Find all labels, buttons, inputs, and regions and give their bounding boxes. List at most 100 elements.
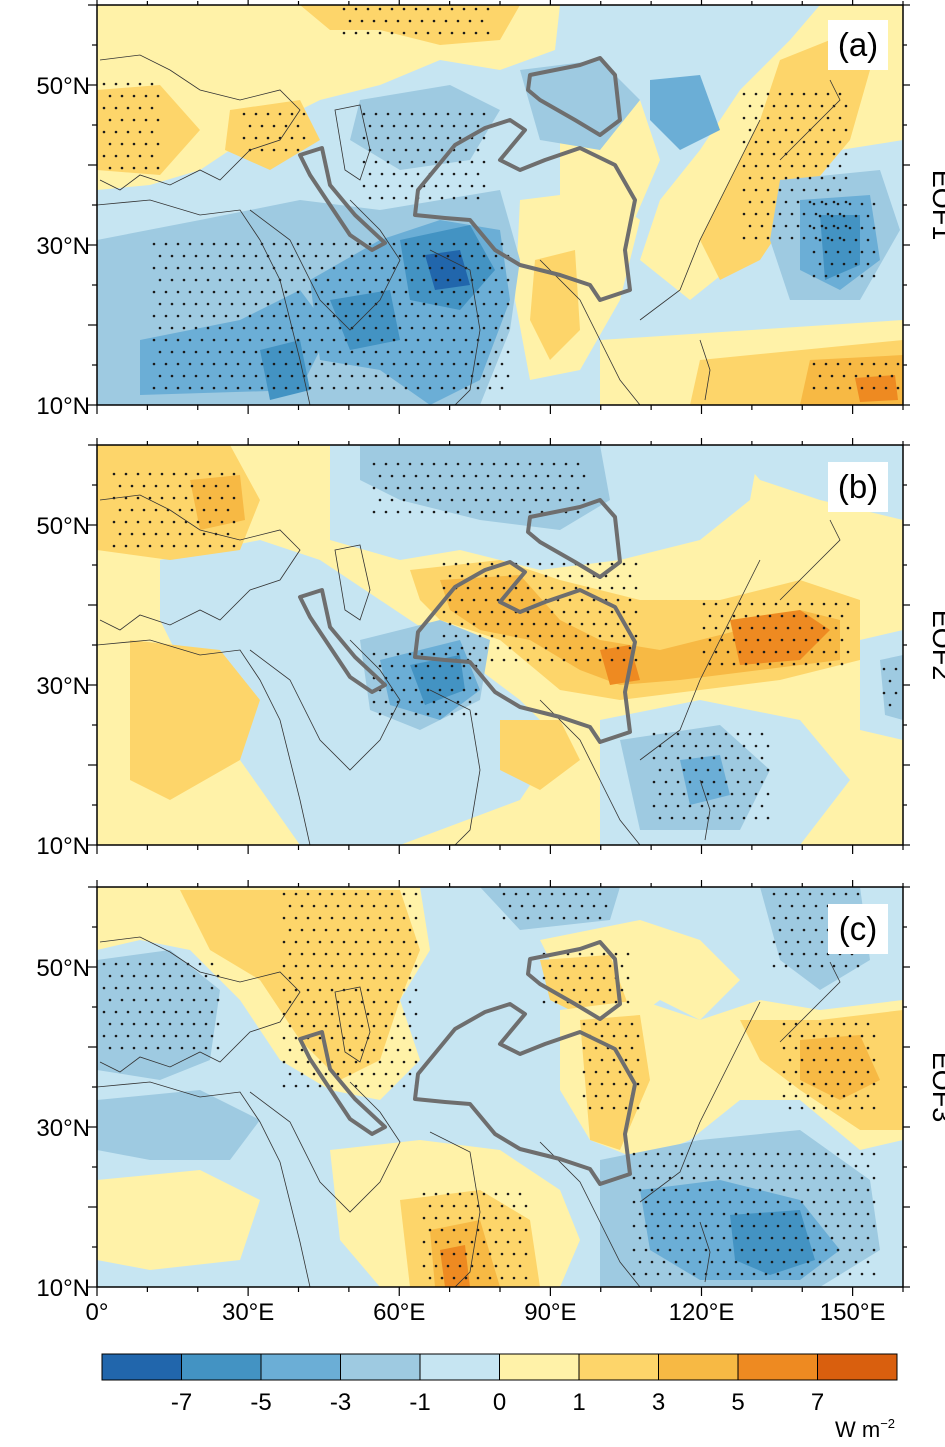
stipple-dot	[444, 462, 448, 466]
stipple-dot	[580, 646, 584, 650]
stipple-dot	[728, 1200, 732, 1204]
stipple-dot	[826, 116, 830, 120]
stipple-dot	[808, 964, 812, 968]
stipple-dot	[266, 374, 270, 378]
stipple-dot	[638, 1188, 642, 1192]
stipple-dot	[508, 646, 512, 650]
stipple-dot	[542, 1000, 546, 1004]
stipple-dot	[724, 732, 728, 736]
stipple-dot	[124, 520, 128, 524]
stipple-dot	[760, 128, 764, 132]
stipple-dot	[866, 1236, 870, 1240]
stipple-dot	[410, 278, 414, 282]
stipple-dot	[452, 266, 456, 270]
stipple-dot	[194, 278, 198, 282]
stipple-dot	[454, 634, 458, 638]
stipple-dot	[772, 104, 776, 108]
stipple-dot	[842, 1070, 846, 1074]
stipple-dot	[254, 302, 258, 306]
stipple-dot	[462, 688, 466, 692]
stipple-dot	[518, 1240, 522, 1244]
stipple-dot	[470, 1240, 474, 1244]
stipple-dot	[782, 1260, 786, 1264]
stipple-dot	[594, 1070, 598, 1074]
stipple-dot	[126, 962, 130, 966]
stipple-dot	[732, 614, 736, 618]
stipple-dot	[446, 302, 450, 306]
cool-region	[480, 887, 620, 930]
stipple-dot	[384, 462, 388, 466]
stipple-dot	[792, 638, 796, 642]
stipple-dot	[694, 768, 698, 772]
stipple-dot	[860, 1176, 864, 1180]
stipple-dot	[464, 1228, 468, 1232]
stipple-dot	[494, 374, 498, 378]
stipple-dot	[384, 1024, 388, 1028]
stipple-dot	[758, 1236, 762, 1240]
stipple-dot	[872, 1224, 876, 1228]
stipple-dot	[282, 892, 286, 896]
stipple-dot	[420, 652, 424, 656]
stipple-group	[342, 7, 490, 35]
stipple-dot	[224, 362, 228, 366]
stipple-dot	[272, 314, 276, 318]
stipple-dot	[152, 242, 156, 246]
stipple-dot	[372, 652, 376, 656]
stipple-dot	[890, 374, 894, 378]
stipple-dot	[360, 976, 364, 980]
stipple-dot	[746, 1212, 750, 1216]
stipple-dot	[296, 362, 300, 366]
stipple-dot	[758, 1260, 762, 1264]
stipple-dot	[644, 1152, 648, 1156]
stipple-dot	[408, 904, 412, 908]
stipple-dot	[636, 1106, 640, 1110]
stipple-dot	[236, 290, 240, 294]
stipple-dot	[628, 646, 632, 650]
stipple-dot	[692, 1152, 696, 1156]
stipple-dot	[664, 756, 668, 760]
stipple-dot	[500, 1204, 504, 1208]
stipple-dot	[402, 964, 406, 968]
stipple-dot	[196, 472, 200, 476]
stipple-dot	[848, 274, 852, 278]
stipple-dot	[824, 250, 828, 254]
stipple-dot	[540, 462, 544, 466]
stipple-dot	[260, 338, 264, 342]
stipple-dot	[318, 988, 322, 992]
stipple-dot	[132, 142, 136, 146]
stipple-dot	[740, 1176, 744, 1180]
stipple-dot	[130, 532, 134, 536]
stipple-dot	[372, 976, 376, 980]
stipple-dot	[716, 1248, 720, 1252]
stipple-dot	[676, 780, 680, 784]
stipple-dot	[746, 1260, 750, 1264]
stipple-dot	[626, 976, 630, 980]
stipple-dot	[354, 1060, 358, 1064]
stipple-dot	[836, 202, 840, 206]
stipple-dot	[488, 362, 492, 366]
stipple-dot	[378, 712, 382, 716]
coastline-caspian	[334, 104, 371, 181]
stipple-dot	[676, 732, 680, 736]
stipple-dot	[396, 928, 400, 932]
stipple-dot	[590, 976, 594, 980]
stipple-dot	[664, 780, 668, 784]
stipple-dot	[740, 1200, 744, 1204]
stipple-dot	[372, 19, 376, 23]
cool-region	[650, 75, 720, 150]
stipple-dot	[224, 386, 228, 390]
stipple-dot	[308, 338, 312, 342]
stipple-dot	[832, 224, 836, 228]
stipple-dot	[302, 326, 306, 330]
stipple-dot	[854, 1188, 858, 1192]
stipple-dot	[844, 176, 848, 180]
stipple-dot	[368, 362, 372, 366]
stipple-dot	[830, 1236, 834, 1240]
stipple-dot	[574, 586, 578, 590]
panel-b-side-label: EOF2	[927, 610, 945, 681]
panel-a-field	[97, 5, 903, 405]
lat-tick-label: 10°N	[36, 1275, 90, 1302]
stipple-dot	[842, 1022, 846, 1026]
stipple-dot	[392, 148, 396, 152]
stipple-group	[582, 1022, 640, 1110]
